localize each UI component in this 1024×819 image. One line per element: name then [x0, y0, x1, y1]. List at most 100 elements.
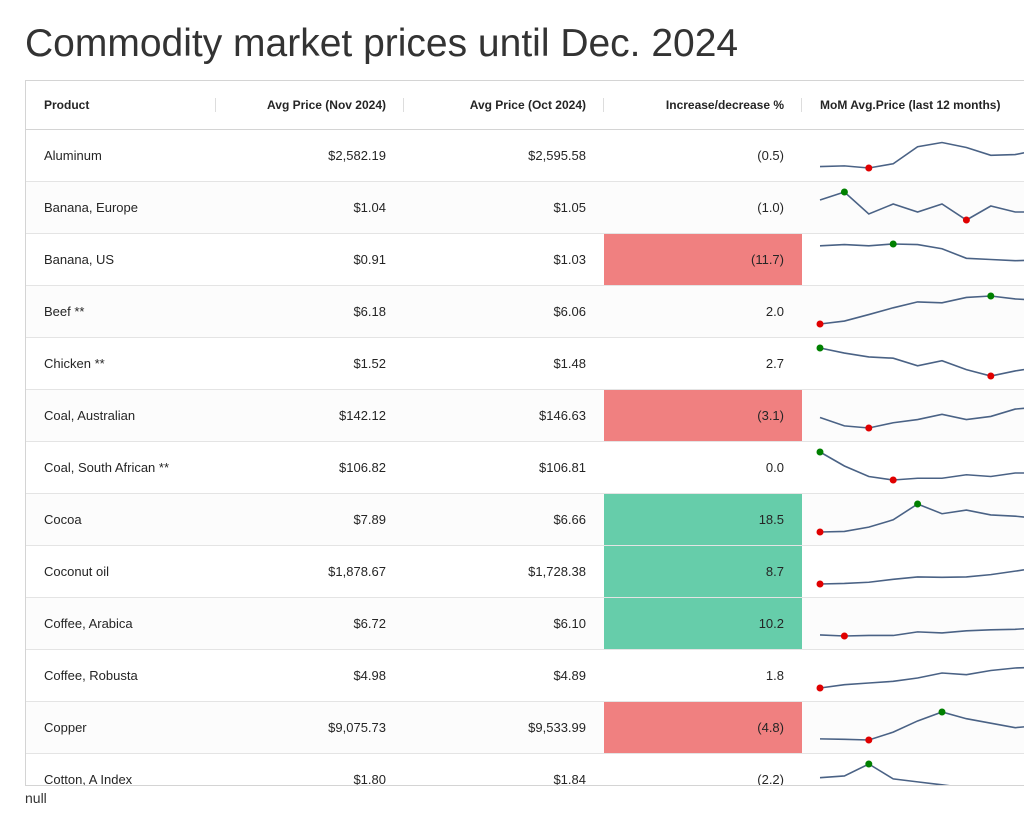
table-cell: $1.80 [216, 753, 404, 785]
table-cell: $7.89 [216, 493, 404, 546]
sparkline-cell [802, 545, 1024, 598]
table-row: Banana, US $0.91 $1.03 (11.7) [26, 233, 1024, 286]
table-cell: Coffee, Arabica [26, 597, 216, 650]
table-row: Coal, Australian $142.12 $146.63 (3.1) [26, 389, 1024, 442]
table-cell: $4.89 [404, 649, 604, 702]
table-cell: 1.8 [604, 649, 802, 702]
column-header: MoM Avg.Price (last 12 months) [802, 81, 1024, 130]
table-cell: $6.06 [404, 285, 604, 338]
max-marker [938, 708, 946, 716]
max-marker [816, 448, 824, 456]
min-marker [816, 684, 824, 692]
table-cell: $6.66 [404, 493, 604, 546]
min-marker [865, 736, 873, 744]
sparkline-cell [802, 285, 1024, 338]
sparkline-line [819, 451, 1024, 481]
table-row: Coffee, Arabica $6.72 $6.10 10.2 [26, 597, 1024, 650]
table-cell: 8.7 [604, 545, 802, 598]
column-header: Increase/decrease % [604, 81, 802, 130]
table-cell: Coconut oil [26, 545, 216, 598]
sparkline-line [819, 243, 1024, 262]
table-cell: $1.52 [216, 337, 404, 390]
sparkline [816, 292, 1024, 328]
table-cell: $6.10 [404, 597, 604, 650]
table-cell: $1.48 [404, 337, 604, 390]
table-cell: (0.5) [604, 129, 802, 182]
table-row: Aluminum $2,582.19 $2,595.58 (0.5) [26, 129, 1024, 182]
table-cell: $1.84 [404, 753, 604, 785]
sparkline-cell [802, 129, 1024, 182]
table-cell: $1.03 [404, 233, 604, 286]
table-container: Product Avg Price (Nov 2024) Avg Price (Oc… [25, 80, 1024, 786]
sparkline-line [819, 347, 1024, 377]
table-cell: 2.7 [604, 337, 802, 390]
sparkline-cell [802, 181, 1024, 234]
sparkline [819, 188, 1024, 224]
table-row: Coconut oil $1,878.67 $1,728.38 8.7 [26, 545, 1024, 598]
table-cell: $2,582.19 [216, 129, 404, 182]
min-marker [865, 424, 873, 432]
table-cell: Coal, Australian [26, 389, 216, 442]
sparkline [816, 344, 1024, 380]
sparkline [819, 407, 1024, 432]
sparkline [819, 141, 1024, 172]
max-marker [840, 188, 848, 196]
min-marker [816, 528, 824, 536]
table-cell: $146.63 [404, 389, 604, 442]
table-cell: (11.7) [604, 233, 802, 286]
table-cell: $9,533.99 [404, 701, 604, 754]
table-row: Beef ** $6.18 $6.06 2.0 [26, 285, 1024, 338]
sparkline-cell [802, 233, 1024, 286]
sparkline [816, 569, 1024, 588]
table-cell: $4.98 [216, 649, 404, 702]
table-cell: Chicken ** [26, 337, 216, 390]
sparkline-cell [802, 597, 1024, 650]
table-cell: $1,878.67 [216, 545, 404, 598]
sparkline [819, 760, 950, 785]
column-header: Product [26, 81, 216, 130]
sparkline [816, 448, 1024, 484]
table-cell: Coffee, Robusta [26, 649, 216, 702]
max-marker [889, 240, 897, 248]
table-cell: $106.82 [216, 441, 404, 494]
table-cell: 18.5 [604, 493, 802, 546]
sparkline-line [819, 569, 1024, 585]
table-cell: Copper [26, 701, 216, 754]
sparkline-line [819, 295, 1024, 325]
sparkline [819, 627, 1024, 640]
sparkline-line [819, 191, 1024, 221]
max-marker [987, 292, 995, 300]
min-marker [889, 476, 897, 484]
sparkline [819, 240, 1024, 262]
table-cell: $1.05 [404, 181, 604, 234]
min-marker [962, 216, 970, 224]
table-cell: $1.04 [216, 181, 404, 234]
table-cell: Beef ** [26, 285, 216, 338]
sparkline-cell [802, 493, 1024, 546]
min-marker [987, 372, 995, 380]
table-cell: (2.2) [604, 753, 802, 785]
sparkline-line [819, 627, 1024, 637]
sparkline-line [819, 763, 950, 785]
sparkline-cell [802, 389, 1024, 442]
sparkline [816, 666, 1024, 692]
max-marker [816, 344, 824, 352]
sparkline-cell [802, 337, 1024, 390]
table-row: Cocoa $7.89 $6.66 18.5 [26, 493, 1024, 546]
table-row: Copper $9,075.73 $9,533.99 (4.8) [26, 701, 1024, 754]
sparkline-line [819, 407, 1024, 429]
table-cell: 0.0 [604, 441, 802, 494]
sparkline-cell [802, 441, 1024, 494]
table-cell: $2,595.58 [404, 129, 604, 182]
table-row: Cotton, A Index $1.80 $1.84 (2.2) [26, 753, 1024, 785]
table-cell: 10.2 [604, 597, 802, 650]
table-cell: $9,075.73 [216, 701, 404, 754]
table-cell: $6.18 [216, 285, 404, 338]
table-cell: Aluminum [26, 129, 216, 182]
table-cell: (4.8) [604, 701, 802, 754]
sparkline-line [819, 711, 1024, 741]
table-row: Coal, South African ** $106.82 $106.81 0.0 [26, 441, 1024, 494]
page-title: Commodity market prices until Dec. 2024 [25, 22, 739, 65]
max-marker [914, 500, 922, 508]
